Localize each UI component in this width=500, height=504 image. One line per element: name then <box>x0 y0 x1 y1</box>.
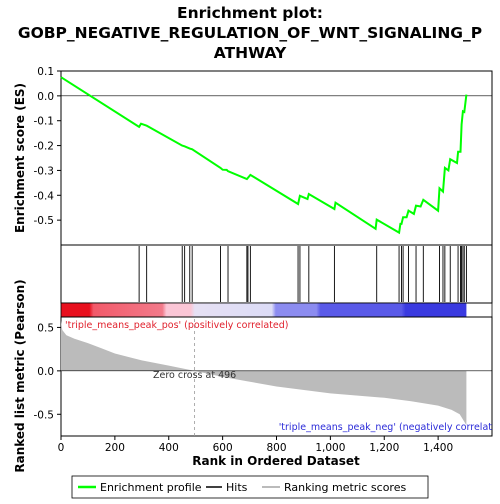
legend-box <box>71 475 429 499</box>
x-tick-label: 200 <box>105 442 125 454</box>
es-y-tick-label: -0.5 <box>34 215 55 227</box>
es-y-tick-label: -0.4 <box>34 190 55 202</box>
pos-correlated-label: 'triple_means_peak_pos' (positively corr… <box>65 320 289 331</box>
legend-label-hits: Hits <box>226 481 248 494</box>
x-tick-label: 1,200 <box>369 442 399 454</box>
metric-y-ticks: 0.5 0.0 -0.5 <box>34 322 61 421</box>
x-axis-ticks: 0 200 400 600 800 1,000 1,200 1,400 <box>58 436 453 454</box>
legend-label-ranking-metric: Ranking metric scores <box>284 481 406 494</box>
x-axis-title: Rank in Ordered Dataset <box>192 454 360 468</box>
hits-panel <box>60 244 493 304</box>
es-y-tick-label: 0.0 <box>37 91 54 103</box>
es-y-ticks: 0.1 0.0 -0.1 -0.2 -0.3 -0.4 -0.5 <box>34 66 61 227</box>
chart-title-line-3: ATHWAY <box>214 44 287 62</box>
x-tick-label: 1,400 <box>423 442 453 454</box>
legend-label-enrichment-profile: Enrichment profile <box>100 481 202 494</box>
x-tick-label: 0 <box>58 442 65 454</box>
metric-panel: Zero cross at 496 'triple_means_peak_pos… <box>13 279 493 473</box>
rank-color-bar <box>61 303 467 317</box>
es-y-tick-label: 0.1 <box>37 66 54 78</box>
es-y-tick-label: -0.3 <box>34 165 55 177</box>
metric-y-axis-title: Ranked list metric (Pearson) <box>13 279 27 472</box>
x-tick-label: 800 <box>266 442 286 454</box>
es-panel-frame <box>60 70 493 246</box>
es-y-axis-title: Enrichment score (ES) <box>13 83 27 233</box>
metric-y-tick-label: -0.5 <box>34 409 55 421</box>
x-tick-label: 600 <box>213 442 233 454</box>
ranking-metric-area <box>61 320 467 426</box>
chart-title-line-1: Enrichment plot: <box>177 4 323 22</box>
es-y-tick-label: -0.2 <box>34 141 55 153</box>
legend: Enrichment profile Hits Ranking metric s… <box>71 475 429 499</box>
es-panel: 0.1 0.0 -0.1 -0.2 -0.3 -0.4 -0.5 Enrichment sc… <box>13 66 493 246</box>
es-y-tick-label: -0.1 <box>34 116 55 128</box>
hit-lines <box>138 246 467 302</box>
metric-y-tick-label: 0.0 <box>37 366 54 378</box>
hits-panel-frame <box>60 244 493 304</box>
x-tick-label: 400 <box>159 442 179 454</box>
metric-y-tick-label: 0.5 <box>37 322 54 334</box>
chart-title-line-2: GOBP_NEGATIVE_REGULATION_OF_WNT_SIGNALIN… <box>18 24 482 42</box>
x-tick-label: 1,000 <box>315 442 345 454</box>
zero-cross-label: Zero cross at 496 <box>153 370 236 381</box>
neg-correlated-label: 'triple_means_peak_neg' (negatively corr… <box>279 422 493 433</box>
enrichment-profile-line <box>60 76 468 235</box>
